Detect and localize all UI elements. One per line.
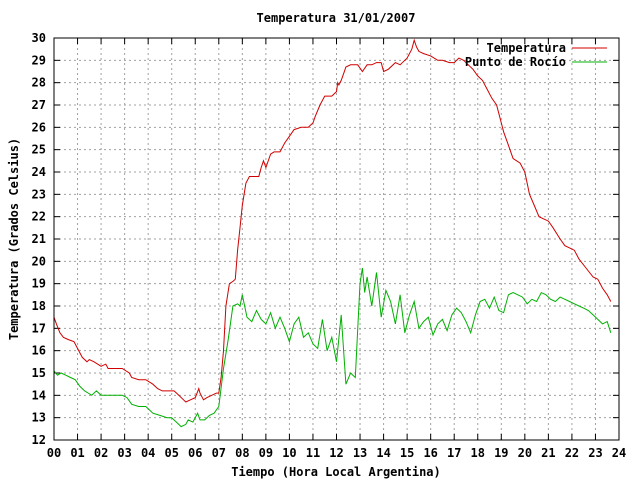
series-line-0	[53, 38, 612, 403]
y-tick-label: 15	[32, 366, 46, 380]
x-tick-label: 00	[47, 446, 61, 460]
x-tick-label: 20	[518, 446, 532, 460]
y-tick-label: 12	[32, 433, 46, 447]
y-tick-label: 14	[32, 388, 46, 402]
series-line-1	[53, 267, 612, 428]
y-tick-label: 23	[32, 187, 46, 201]
y-tick-label: 25	[32, 143, 46, 157]
x-tick-label: 07	[212, 446, 226, 460]
x-tick-label: 04	[141, 446, 155, 460]
y-tick-label: 27	[32, 98, 46, 112]
x-tick-label: 08	[235, 446, 249, 460]
x-tick-label: 21	[541, 446, 555, 460]
y-axis-ticks: 12 13 14 15 16 17 18 19 20 21 22 23 24 25 26 27 28 29 30	[32, 31, 619, 447]
x-axis-label: Tiempo (Hora Local Argentina)	[231, 465, 441, 479]
x-tick-label: 02	[94, 446, 108, 460]
x-tick-label: 10	[282, 446, 296, 460]
y-tick-label: 21	[32, 232, 46, 246]
x-tick-label: 13	[353, 446, 367, 460]
x-tick-label: 16	[423, 446, 437, 460]
x-tick-label: 12	[329, 446, 343, 460]
y-axis-label: Temperatura (Grados Celsius)	[7, 138, 21, 340]
x-tick-label: 03	[117, 446, 131, 460]
chart-title: Temperatura 31/01/2007	[257, 11, 416, 25]
x-tick-label: 17	[447, 446, 461, 460]
x-tick-label: 22	[565, 446, 579, 460]
x-tick-label: 24	[612, 446, 626, 460]
legend-label: Punto de Rocío	[465, 55, 566, 69]
grid	[53, 37, 620, 441]
x-tick-label: 01	[70, 446, 84, 460]
y-tick-label: 18	[32, 299, 46, 313]
x-tick-label: 23	[588, 446, 602, 460]
x-tick-label: 05	[164, 446, 178, 460]
x-tick-label: 19	[494, 446, 508, 460]
y-tick-label: 28	[32, 76, 46, 90]
x-tick-label: 15	[400, 446, 414, 460]
y-tick-label: 29	[32, 53, 46, 67]
plot-frame	[53, 37, 620, 441]
x-tick-label: 06	[188, 446, 202, 460]
y-tick-label: 20	[32, 254, 46, 268]
x-tick-label: 18	[471, 446, 485, 460]
y-tick-label: 22	[32, 210, 46, 224]
y-tick-label: 16	[32, 344, 46, 358]
y-tick-label: 30	[32, 31, 46, 45]
y-tick-label: 26	[32, 120, 46, 134]
y-tick-label: 19	[32, 277, 46, 291]
x-tick-label: 11	[306, 446, 320, 460]
y-tick-label: 17	[32, 321, 46, 335]
y-tick-label: 13	[32, 411, 46, 425]
legend-label: Temperatura	[487, 41, 566, 55]
x-tick-label: 14	[376, 446, 390, 460]
y-tick-label: 24	[32, 165, 46, 179]
x-tick-label: 09	[259, 446, 273, 460]
series-lines	[53, 38, 612, 428]
x-axis-ticks: 00 01 02 03 04 05 06 07 08 09 10 11 12 13 14 15 16 17 18 19…	[47, 38, 626, 460]
